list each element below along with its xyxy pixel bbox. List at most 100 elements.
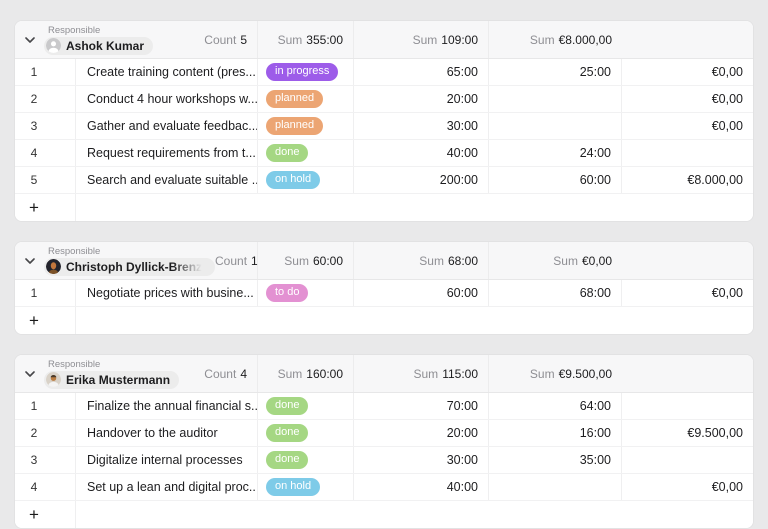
responsible-name: Ashok Kumar: [66, 38, 145, 53]
group-header[interactable]: Responsible Ashok Kumar Count 5 Sum 355:: [15, 21, 753, 59]
time1-cell[interactable]: 20:00: [354, 420, 489, 446]
group-sum-time1: Sum 60:00: [258, 242, 354, 279]
amount-cell[interactable]: [622, 447, 753, 473]
task-name-cell[interactable]: Set up a lean and digital proc...: [76, 474, 258, 500]
status-cell[interactable]: in progress: [258, 59, 354, 85]
group-header[interactable]: Responsible Christoph Dyllick-Brenzinge …: [15, 242, 753, 280]
time1-cell[interactable]: 70:00: [354, 393, 489, 419]
time1-cell[interactable]: 65:00: [354, 59, 489, 85]
status-cell[interactable]: done: [258, 140, 354, 166]
responsible-person-pill[interactable]: Christoph Dyllick-Brenzinge: [44, 257, 215, 276]
status-cell[interactable]: to do: [258, 280, 354, 306]
time2-cell[interactable]: 16:00: [489, 420, 622, 446]
table-row: 4 Set up a lean and digital proc... on h…: [15, 474, 753, 501]
time2-cell[interactable]: 68:00: [489, 280, 622, 306]
time1-cell[interactable]: 20:00: [354, 86, 489, 112]
status-badge: done: [266, 451, 309, 469]
generic-person-icon: [46, 38, 61, 53]
responsible-person-pill[interactable]: Erika Mustermann: [44, 370, 180, 389]
group-count: Count 5: [204, 32, 247, 47]
time2-cell[interactable]: 35:00: [489, 447, 622, 473]
amount-cell[interactable]: [622, 393, 753, 419]
status-badge: to do: [266, 284, 309, 302]
plus-icon: +: [29, 505, 39, 524]
table-row: 3 Gather and evaluate feedbac... planned…: [15, 113, 753, 140]
amount-cell[interactable]: [622, 140, 753, 166]
status-cell[interactable]: done: [258, 447, 354, 473]
task-name-cell[interactable]: Finalize the annual financial s...: [76, 393, 258, 419]
add-row-button[interactable]: +: [15, 194, 76, 221]
time2-cell[interactable]: 64:00: [489, 393, 622, 419]
time1-cell[interactable]: 200:00: [354, 167, 489, 193]
add-row-button[interactable]: +: [15, 307, 76, 334]
group-sum-amount: Sum €9.500,00: [529, 366, 612, 381]
status-badge: in progress: [266, 63, 339, 81]
add-row-empty-area[interactable]: [76, 501, 753, 528]
time2-cell[interactable]: 60:00: [489, 167, 622, 193]
table-row: 2 Handover to the auditor done 20:00 16:…: [15, 420, 753, 447]
add-row[interactable]: +: [15, 501, 753, 528]
group-header-main-cell[interactable]: Responsible Erika Mustermann Count: [15, 355, 258, 392]
group-card-erika-mustermann: Responsible Erika Mustermann Count: [14, 354, 754, 529]
status-cell[interactable]: planned: [258, 86, 354, 112]
group-count: Count 1: [215, 253, 258, 268]
time2-cell[interactable]: [489, 113, 622, 139]
amount-cell[interactable]: €9.500,00: [687, 426, 743, 440]
task-name-cell[interactable]: Conduct 4 hour workshops w...: [76, 86, 258, 112]
time1-cell[interactable]: 30:00: [354, 447, 489, 473]
responsible-name: Erika Mustermann: [66, 372, 171, 387]
table-row: 4 Request requirements from t... done 40…: [15, 140, 753, 167]
table-row: 1 Create training content (pres... in pr…: [15, 59, 753, 86]
amount-cell[interactable]: €0,00: [711, 286, 743, 300]
status-cell[interactable]: on hold: [258, 474, 354, 500]
status-cell[interactable]: on hold: [258, 167, 354, 193]
chevron-down-icon[interactable]: [23, 369, 37, 379]
task-name-cell[interactable]: Handover to the auditor: [76, 420, 258, 446]
add-row[interactable]: +: [15, 307, 753, 334]
row-number: 2: [15, 420, 76, 446]
status-cell[interactable]: done: [258, 420, 354, 446]
task-name-cell[interactable]: Gather and evaluate feedbac...: [76, 113, 258, 139]
group-header[interactable]: Responsible Erika Mustermann Count: [15, 355, 753, 393]
amount-cell[interactable]: €0,00: [711, 92, 743, 106]
row-number: 3: [15, 447, 76, 473]
task-name-cell[interactable]: Digitalize internal processes: [76, 447, 258, 473]
add-row-empty-area[interactable]: [76, 307, 753, 334]
amount-cell[interactable]: €8.000,00: [687, 173, 743, 187]
task-name-cell[interactable]: Negotiate prices with busine...: [76, 280, 258, 306]
plus-icon: +: [29, 311, 39, 330]
time2-cell[interactable]: [489, 474, 622, 500]
task-name-cell[interactable]: Create training content (pres...: [76, 59, 258, 85]
amount-cell[interactable]: €0,00: [711, 65, 743, 79]
group-header-main-cell[interactable]: Responsible Ashok Kumar Count 5: [15, 21, 258, 58]
time2-cell[interactable]: 25:00: [489, 59, 622, 85]
group-header-main-cell[interactable]: Responsible Christoph Dyllick-Brenzinge …: [15, 242, 258, 279]
row-number: 4: [15, 140, 76, 166]
status-cell[interactable]: planned: [258, 113, 354, 139]
add-row-empty-area[interactable]: [76, 194, 753, 221]
time1-cell[interactable]: 30:00: [354, 113, 489, 139]
task-name-cell[interactable]: Search and evaluate suitable ...: [76, 167, 258, 193]
amount-cell[interactable]: €0,00: [711, 480, 743, 494]
row-number: 1: [15, 393, 76, 419]
group-sum-amount: Sum €8.000,00: [529, 32, 612, 47]
chevron-down-icon[interactable]: [23, 35, 37, 45]
time1-cell[interactable]: 60:00: [354, 280, 489, 306]
time2-cell[interactable]: 24:00: [489, 140, 622, 166]
time1-cell[interactable]: 40:00: [354, 474, 489, 500]
add-row-button[interactable]: +: [15, 501, 76, 528]
group-sum-time2: Sum 115:00: [354, 355, 489, 392]
amount-cell[interactable]: €0,00: [711, 119, 743, 133]
time1-cell[interactable]: 40:00: [354, 140, 489, 166]
status-cell[interactable]: done: [258, 393, 354, 419]
photo-avatar-dark-icon: [46, 259, 61, 274]
table-row: 1 Negotiate prices with busine... to do …: [15, 280, 753, 307]
add-row[interactable]: +: [15, 194, 753, 221]
chevron-down-icon[interactable]: [23, 256, 37, 266]
responsible-person-pill[interactable]: Ashok Kumar: [44, 36, 154, 55]
row-number: 1: [15, 59, 76, 85]
task-name-cell[interactable]: Request requirements from t...: [76, 140, 258, 166]
responsible-label: Responsible: [48, 24, 101, 36]
time2-cell[interactable]: [489, 86, 622, 112]
